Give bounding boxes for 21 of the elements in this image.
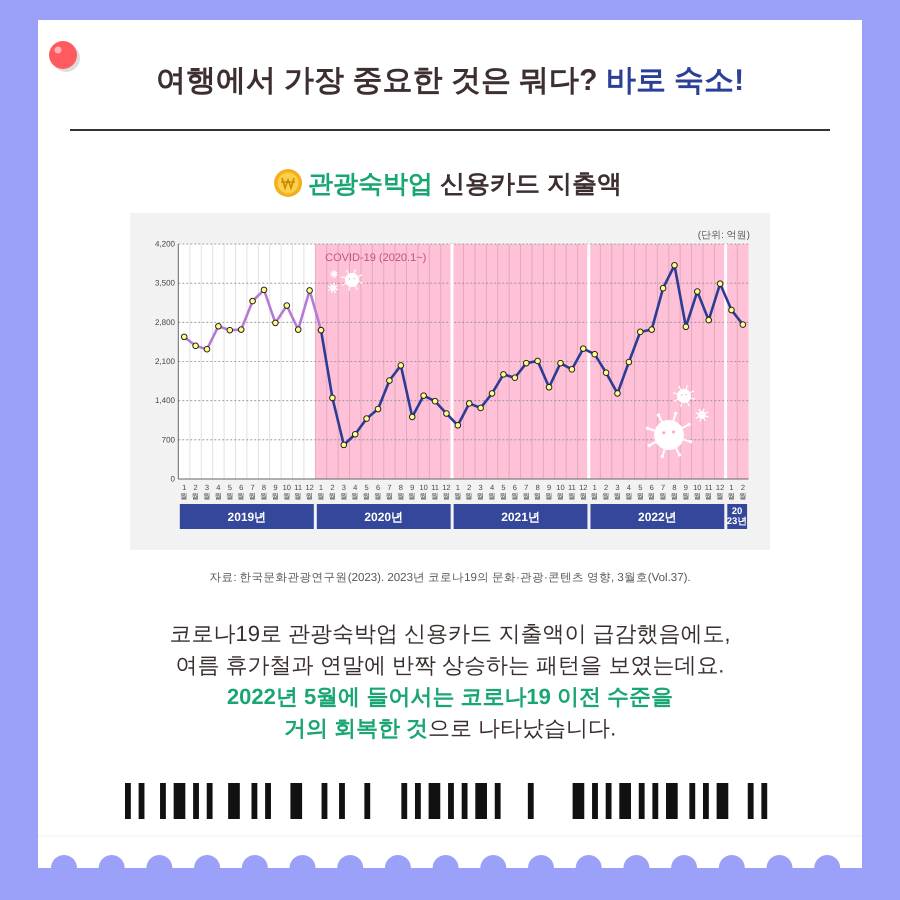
- text: 2022년 5월에 들어서는 코로나19 이전 수준을: [226, 684, 674, 709]
- y-tick-label: 2,100: [154, 357, 176, 366]
- y-tick-label: 4,200: [154, 240, 176, 248]
- x2-tick-label: 2021년: [501, 510, 540, 524]
- y-tick-label: 700: [162, 435, 176, 444]
- y-tick-label: 1,400: [154, 396, 176, 406]
- band-label: COVID-19 (2020.1~): [325, 252, 426, 264]
- chart-title: 여행에서 가장 중요한 것은 뭐다? 바로 숙소!: [156, 64, 744, 97]
- text: 자료: 한국문화관광연구원(2023). 2023년 코로나19의 문화·관광·콘텐츠 영향, 3월호(Vol.37).: [209, 572, 691, 584]
- y-tick-label: 2,800: [154, 318, 176, 327]
- x2-tick-label: 2019년: [228, 510, 266, 524]
- text: 거의 회복한 것으로 나타났습니다.: [284, 716, 616, 740]
- x2-tick-label: 2020년: [364, 510, 404, 524]
- y-tick-label: 3,500: [154, 278, 176, 288]
- text: 코로나19로 관광숙박업 신용카드 지출액이 급감했음에도,: [169, 621, 731, 646]
- x2-tick-label: 2023년: [726, 506, 748, 527]
- chart-subtitle: 관광숙박업 신용카드 지출액: [308, 170, 622, 198]
- y-axis-title: (단위: 억원): [698, 230, 750, 241]
- y-tick-label: 0: [170, 474, 176, 484]
- x2-tick-label: 2022년: [638, 510, 677, 524]
- text: 여름 휴가철과 연말에 반짝 상승하는 패턴을 보였는데요.: [176, 652, 724, 678]
